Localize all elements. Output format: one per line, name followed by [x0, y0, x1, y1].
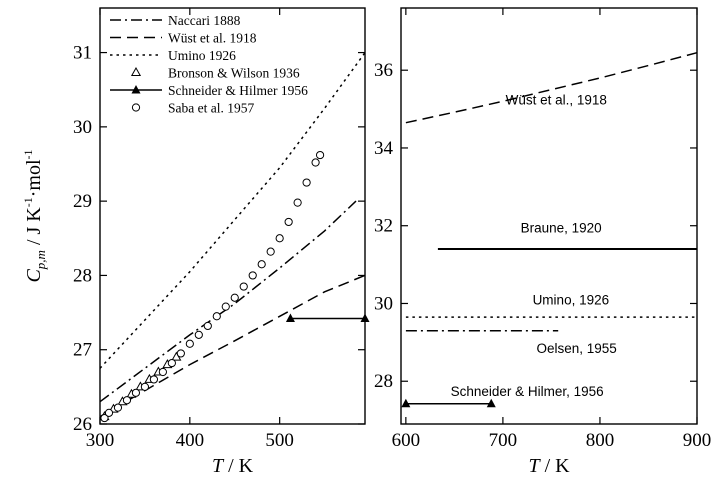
data-point-saba-et-al-1957 [248, 271, 257, 280]
data-point-saba-et-al-1957 [149, 375, 158, 384]
legend-label-w-st-et-al-1918: Wüst et al. 1918 [168, 31, 257, 46]
y-tick-label: 27 [73, 340, 92, 361]
y-tick-label: 34 [374, 138, 394, 159]
data-point-saba-et-al-1957 [230, 293, 239, 302]
legend-label-umino-1926: Umino 1926 [168, 48, 236, 63]
x-tick-label: 700 [489, 430, 518, 451]
x-tick-label: 500 [265, 430, 294, 451]
y-axis-symbol: C [23, 269, 45, 283]
data-point-saba-et-al-1957 [302, 178, 311, 187]
data-point-schneider-hilmer-1956 [285, 313, 295, 323]
data-point-saba-et-al-1957 [203, 321, 212, 331]
data-point-saba-et-al-1957 [113, 403, 123, 412]
y-axis-label: Cp,m / J K-1·mol-1 [21, 149, 48, 282]
y-tick-label: 28 [73, 265, 92, 286]
y-tick-label: 29 [73, 191, 92, 212]
x-axis-unit: / K [540, 455, 571, 477]
y-tick-label: 26 [73, 414, 92, 435]
x-tick-label: 800 [586, 430, 615, 451]
data-point-saba-et-al-1957 [266, 247, 275, 256]
y-tick-label: 36 [374, 60, 393, 81]
y-tick-label: 28 [374, 371, 393, 392]
x-tick-label: 900 [683, 430, 712, 451]
data-point-schneider-hilmer-1956 [360, 313, 370, 323]
data-point-schneider-hilmer-1956 [486, 398, 496, 408]
data-point-saba-et-al-1957 [257, 260, 266, 269]
annotation-braune-1920: Braune, 1920 [521, 221, 602, 236]
legend-marker-schneider-hilmer-1956 [131, 85, 141, 94]
annotation-oelsen-1955: Oelsen, 1955 [537, 341, 617, 356]
data-point-saba-et-al-1957 [212, 312, 221, 321]
x-tick-label: 600 [392, 430, 421, 451]
annotation-umino-1926: Umino, 1926 [533, 293, 610, 308]
right-panel: 600 700 800 900 28 30 32 34 36 T / K Wüst et al., … [374, 7, 712, 477]
series-line-naccari-1888 [99, 200, 357, 403]
y-axis-sup-2: -1 [21, 149, 35, 159]
annotation-w-st-et-al-1918: Wüst et al., 1918 [506, 92, 607, 107]
left-panel: 300 400 500 26 27 28 29 30 31 T / K Naccari 1888 Wü… [21, 7, 370, 477]
data-point-saba-et-al-1957 [158, 367, 167, 377]
y-tick-label: 31 [73, 43, 92, 64]
legend-label-saba-et-al-1957: Saba et al. 1957 [168, 101, 254, 116]
legend-marker-saba-et-al-1957 [131, 103, 141, 112]
data-point-saba-et-al-1957 [315, 150, 325, 160]
data-point-saba-et-al-1957 [311, 158, 320, 167]
data-point-saba-et-al-1957 [176, 349, 185, 358]
data-point-saba-et-al-1957 [140, 382, 150, 391]
annotation-schneider-hilmer-1956: Schneider & Hilmer, 1956 [451, 384, 604, 399]
y-axis-sup-1: -1 [21, 197, 35, 207]
plot-frame [400, 7, 698, 425]
data-point-schneider-hilmer-1956 [401, 398, 411, 408]
data-point-saba-et-al-1957 [131, 388, 141, 397]
x-axis-symbol: T [528, 455, 541, 477]
plot-frame [99, 7, 366, 425]
data-point-saba-et-al-1957 [293, 198, 302, 207]
data-point-saba-et-al-1957 [167, 358, 176, 368]
y-tick-label: 30 [73, 117, 92, 138]
legend-label-bronson-wilson-1936: Bronson & Wilson 1936 [168, 66, 300, 81]
data-point-saba-et-al-1957 [275, 234, 284, 243]
y-tick-label: 32 [374, 216, 393, 237]
x-axis-symbol: T [212, 455, 225, 477]
data-point-saba-et-al-1957 [100, 413, 109, 423]
series-line-umino-1926 [99, 52, 366, 369]
y-axis-unit2: ·mol [23, 159, 45, 197]
data-point-saba-et-al-1957 [122, 396, 132, 405]
legend-marker-bronson-wilson-1936 [130, 66, 142, 76]
series-line-w-st-et-al-1918 [405, 51, 698, 124]
x-tick-label: 400 [176, 430, 205, 451]
data-point-saba-et-al-1957 [185, 339, 194, 348]
x-tick-label: 300 [86, 430, 115, 451]
y-tick-label: 30 [374, 293, 393, 314]
x-axis-unit: / K [223, 455, 254, 477]
data-point-saba-et-al-1957 [239, 282, 248, 291]
data-point-saba-et-al-1957 [221, 302, 230, 311]
x-axis-label: T / K [212, 455, 254, 477]
data-point-saba-et-al-1957 [194, 330, 203, 339]
y-axis-subscript: p,m [33, 250, 48, 270]
data-point-saba-et-al-1957 [104, 408, 114, 417]
y-axis-unit: / J K [23, 207, 45, 250]
legend-label-naccari-1888: Naccari 1888 [168, 13, 241, 28]
data-point-saba-et-al-1957 [284, 217, 293, 227]
x-axis-label: T / K [528, 455, 570, 477]
legend-label-schneider-hilmer-1956: Schneider & Hilmer 1956 [168, 83, 308, 98]
